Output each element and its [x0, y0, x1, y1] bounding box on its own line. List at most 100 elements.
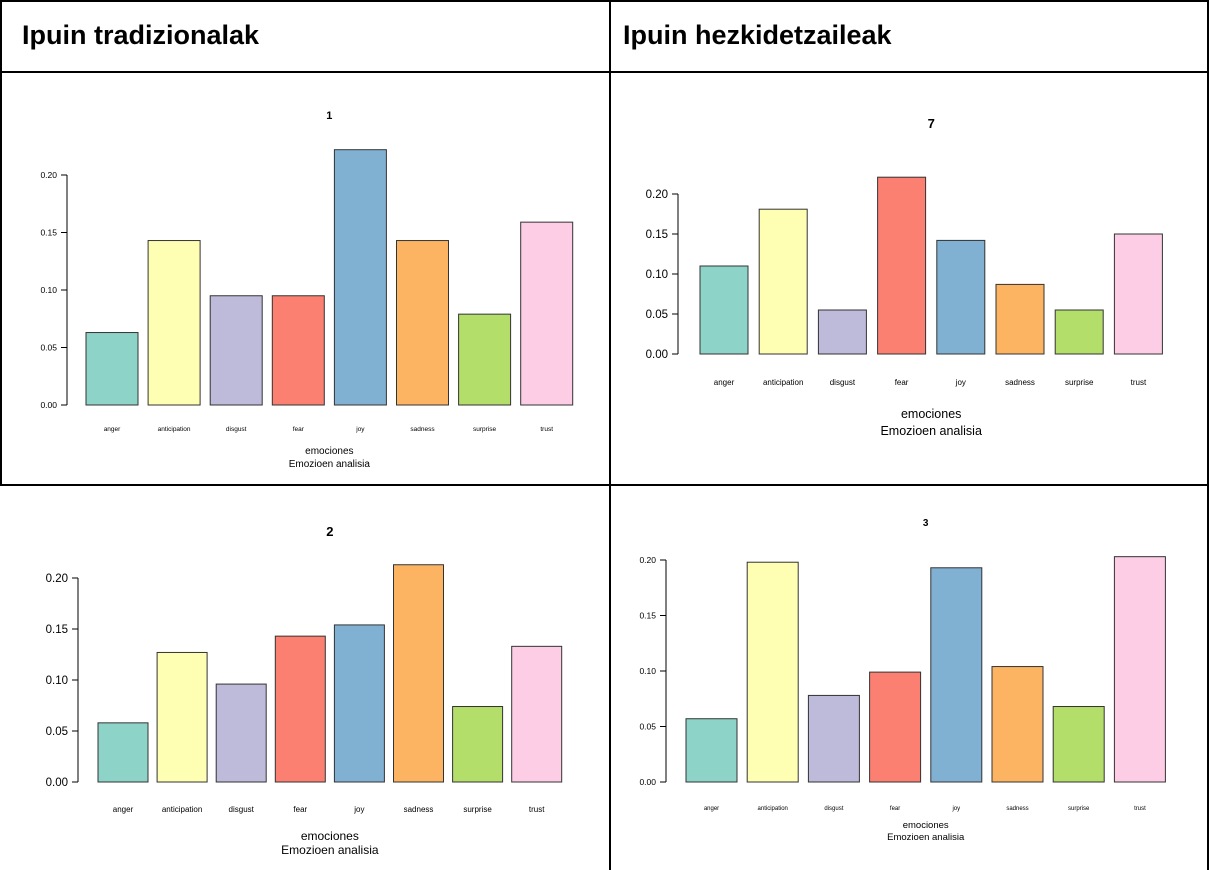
bar-anticipation [147, 240, 201, 406]
bar-surprise [1052, 706, 1105, 783]
x-tick-label: joy [955, 378, 966, 387]
bar-anticipation [758, 208, 808, 355]
x-tick-label: anticipation [162, 805, 202, 814]
bar-anger [699, 265, 749, 355]
header-divider [0, 71, 1209, 73]
chart-sublabel: Emozioen analisia [887, 832, 965, 843]
bar-fear [271, 295, 325, 406]
left-border [0, 0, 2, 484]
x-tick-label: anger [704, 806, 719, 812]
x-tick-label: anger [113, 805, 134, 814]
y-tick-label: 0.15 [646, 229, 668, 241]
chart-sublabel: Emozioen analisia [281, 843, 379, 857]
row-divider [0, 484, 1209, 486]
x-tick-label: disgust [229, 805, 255, 814]
x-tick-label: anticipation [763, 378, 803, 387]
bar-disgust [807, 694, 860, 783]
bar-joy [930, 567, 983, 783]
x-tick-label: fear [895, 378, 909, 387]
chart-title: 2 [326, 524, 333, 539]
header-left: Ipuin tradizionalak [22, 0, 602, 71]
top-border [0, 0, 1209, 2]
bar-surprise [1054, 309, 1104, 355]
x-tick-label: joy [353, 805, 364, 814]
x-tick-label: fear [293, 805, 307, 814]
x-axis-label: emociones [305, 446, 353, 457]
x-tick-label: sadness [1006, 806, 1028, 812]
x-tick-label: surprise [473, 426, 497, 433]
x-tick-label: surprise [1065, 378, 1094, 387]
bar-trust [520, 221, 574, 406]
bar-disgust [209, 295, 263, 406]
chart-title: 3 [923, 518, 929, 529]
bar-fear [869, 671, 922, 783]
bar-joy [936, 239, 986, 355]
bar-trust [1113, 556, 1166, 783]
x-tick-label: joy [355, 426, 365, 433]
y-tick-label: 0.15 [639, 610, 656, 620]
bar-disgust [215, 683, 267, 783]
y-tick-label: 0.10 [639, 666, 656, 676]
y-tick-label: 0.10 [646, 269, 668, 281]
bar-surprise [458, 313, 512, 406]
x-tick-label: trust [529, 805, 545, 814]
x-axis-label: emociones [903, 820, 949, 831]
chart-1: 1 0.00 0.05 0.10 0.15 0.20 anger anticipation di… [40, 110, 574, 470]
y-tick-label: 0.05 [46, 726, 68, 738]
header-right-label: Ipuin hezkidetzaileak [623, 20, 892, 50]
y-tick-label: 0.05 [40, 342, 57, 352]
bar-anticipation [746, 561, 799, 783]
y-tick-label: 0.00 [646, 349, 668, 361]
x-axis-label: emociones [901, 407, 961, 421]
x-tick-label: disgust [824, 806, 843, 812]
chart-7: 7 0.00 0.05 0.10 0.15 0.20 anger anticipation di… [646, 116, 1163, 438]
y-tick-label: 0.15 [40, 227, 57, 237]
y-tick-label: 0.05 [646, 309, 668, 321]
bar-joy [333, 149, 387, 406]
x-tick-label: sadness [404, 805, 434, 814]
x-tick-label: anger [714, 378, 735, 387]
y-tick-label: 0.00 [639, 777, 656, 787]
x-axis-label: emociones [301, 829, 359, 843]
x-tick-label: sadness [410, 426, 435, 433]
bar-joy [333, 624, 385, 783]
column-divider [609, 0, 611, 870]
y-tick-label: 0.10 [40, 285, 57, 295]
y-tick-label: 0.10 [46, 675, 68, 687]
bar-fear [877, 176, 927, 355]
x-tick-label: trust [1134, 806, 1146, 812]
x-tick-label: anger [104, 426, 121, 433]
chart-sublabel: Emozioen analisia [880, 424, 981, 438]
x-tick-label: fear [293, 426, 305, 433]
y-tick-label: 0.00 [46, 777, 68, 789]
bar-sadness [995, 283, 1045, 355]
header-left-label: Ipuin tradizionalak [22, 20, 260, 50]
chart-3: 3 0.00 0.05 0.10 0.15 0.20 anger anticipation di… [639, 518, 1166, 843]
bar-surprise [452, 706, 504, 783]
chart-title: 1 [326, 110, 332, 122]
bar-trust [511, 645, 563, 783]
bar-fear [274, 635, 326, 783]
bar-anticipation [156, 651, 208, 783]
y-tick-label: 0.20 [46, 573, 68, 585]
y-tick-label: 0.00 [40, 400, 57, 410]
x-tick-label: disgust [226, 426, 247, 433]
bar-sadness [396, 240, 449, 406]
chart-sublabel: Emozioen analisia [289, 459, 371, 470]
bar-sadness [393, 564, 444, 783]
x-tick-label: surprise [1068, 806, 1090, 812]
right-border [1207, 0, 1209, 870]
y-tick-label: 0.15 [46, 624, 68, 636]
y-tick-label: 0.20 [40, 170, 57, 180]
y-tick-label: 0.20 [646, 189, 668, 201]
chart-2: 2 0.00 0.05 0.10 0.15 0.20 anger anticipation di… [46, 524, 563, 857]
x-tick-label: disgust [830, 378, 856, 387]
x-tick-label: trust [1131, 378, 1147, 387]
bar-anger [685, 718, 738, 783]
x-tick-label: sadness [1005, 378, 1035, 387]
bar-disgust [817, 309, 867, 355]
bar-trust [1113, 233, 1163, 355]
x-tick-label: joy [951, 806, 960, 812]
bar-anger [85, 332, 139, 406]
